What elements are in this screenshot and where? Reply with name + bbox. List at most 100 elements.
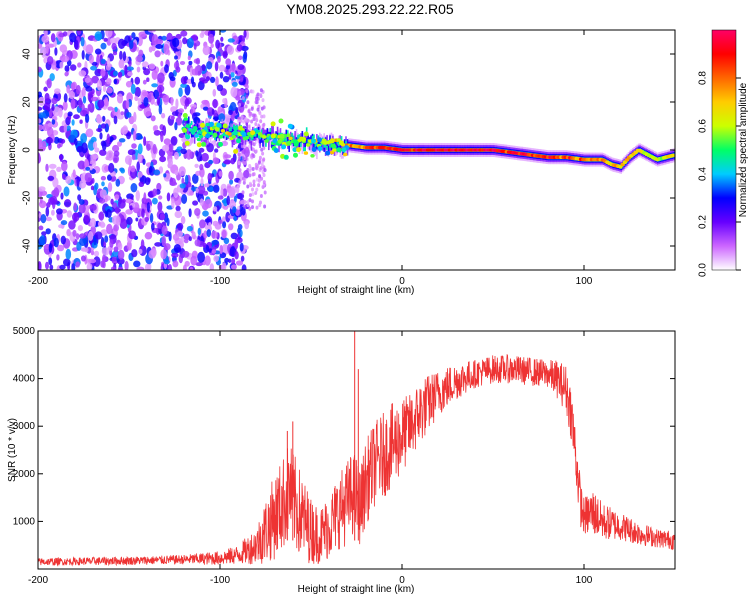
noise-blob — [241, 149, 245, 154]
noise-blob — [146, 77, 150, 82]
noise-blob — [240, 199, 247, 205]
noise-blob — [105, 156, 110, 161]
signal-blob — [201, 141, 207, 147]
noise-blob — [230, 63, 236, 73]
signal-halo — [337, 142, 340, 147]
noise-blob — [197, 227, 201, 236]
noise-blob — [184, 98, 190, 107]
signal-halo — [217, 131, 219, 139]
noise-blob — [89, 165, 93, 171]
noise-blob — [100, 123, 107, 129]
noise-blob — [237, 64, 245, 71]
noise-blob — [152, 197, 158, 205]
noise-blob — [237, 192, 245, 200]
x-tick-label: -200 — [28, 575, 48, 586]
signal-halo — [250, 136, 253, 141]
signal-halo — [231, 132, 234, 136]
signal-halo — [304, 147, 306, 152]
noise-blob — [174, 151, 179, 160]
signal-halo — [190, 121, 193, 125]
noise-blob — [226, 45, 234, 55]
noise-blob — [249, 154, 253, 159]
noise-blob — [45, 261, 49, 270]
signal-halo — [201, 131, 203, 136]
signal-blob — [292, 147, 298, 153]
signal-halo — [292, 139, 295, 147]
noise-blob — [90, 185, 95, 191]
signal-halo — [209, 124, 212, 129]
signal-blob — [270, 133, 276, 139]
noise-blob — [109, 37, 117, 44]
noise-blob — [251, 199, 254, 204]
y-tick-label: -20 — [22, 190, 33, 205]
noise-blob — [56, 166, 62, 172]
noise-blob — [77, 160, 86, 170]
noise-blob — [60, 220, 68, 226]
noise-blob — [62, 101, 68, 111]
noise-blob — [100, 42, 107, 50]
noise-blob — [47, 175, 55, 181]
noise-blob — [127, 149, 136, 156]
signal-halo — [295, 129, 298, 143]
noise-blob — [125, 99, 130, 110]
noise-blob — [39, 235, 46, 246]
colorbar-ticks: 0.0 0.2 0.4 0.6 0.8 — [698, 71, 741, 277]
colorbar-tick-label: 0.2 — [698, 215, 709, 229]
noise-blob — [180, 148, 188, 155]
noise-blob — [212, 89, 217, 97]
noise-blob — [201, 152, 209, 162]
noise-blob — [202, 106, 209, 111]
signal-blob — [250, 130, 256, 136]
noise-blob — [38, 152, 41, 164]
noise-blob — [195, 187, 199, 194]
noise-blob — [132, 130, 137, 141]
noise-blob — [193, 116, 201, 125]
noise-blob — [113, 70, 118, 77]
noise-blob — [153, 125, 159, 131]
noise-blob — [102, 254, 106, 264]
signal-halo — [254, 132, 257, 137]
noise-blob — [162, 94, 170, 103]
noise-blob — [78, 233, 87, 239]
noise-blob — [62, 31, 68, 37]
signal-halo — [212, 128, 215, 135]
signal-halo — [272, 125, 274, 136]
signal-halo — [246, 123, 248, 133]
signal-halo — [305, 138, 308, 145]
noise-blob — [81, 87, 86, 98]
noise-blob — [220, 36, 224, 42]
signal-halo — [323, 143, 325, 148]
noise-blob — [75, 84, 81, 95]
noise-blob — [110, 175, 117, 182]
noise-blob — [108, 162, 115, 173]
noise-blob — [211, 108, 215, 115]
noise-blob — [201, 30, 205, 36]
noise-blob — [99, 198, 106, 204]
signal-blob — [182, 113, 188, 118]
signal-blob — [325, 150, 331, 156]
noise-blob — [216, 84, 224, 92]
noise-blob — [99, 132, 103, 140]
noise-blob — [117, 242, 123, 251]
noise-blob — [49, 73, 55, 82]
noise-blob — [90, 96, 99, 102]
signal-halo — [285, 138, 288, 143]
signal-halo — [319, 139, 321, 147]
noise-blob — [38, 186, 46, 192]
noise-blob — [252, 183, 256, 188]
noise-blob — [144, 263, 150, 270]
noise-blob — [39, 196, 43, 204]
noise-blob — [50, 33, 56, 43]
noise-blob — [248, 173, 252, 178]
signal-core — [227, 132, 232, 136]
noise-blob — [237, 161, 241, 165]
noise-blob — [178, 254, 183, 264]
noise-blob — [157, 222, 163, 229]
noise-blob — [118, 138, 126, 143]
noise-blob — [244, 104, 248, 109]
noise-blob — [91, 75, 99, 84]
noise-blob — [250, 119, 254, 124]
signal-blob — [218, 141, 223, 147]
noise-blob — [246, 100, 250, 105]
noise-blob — [84, 158, 89, 168]
